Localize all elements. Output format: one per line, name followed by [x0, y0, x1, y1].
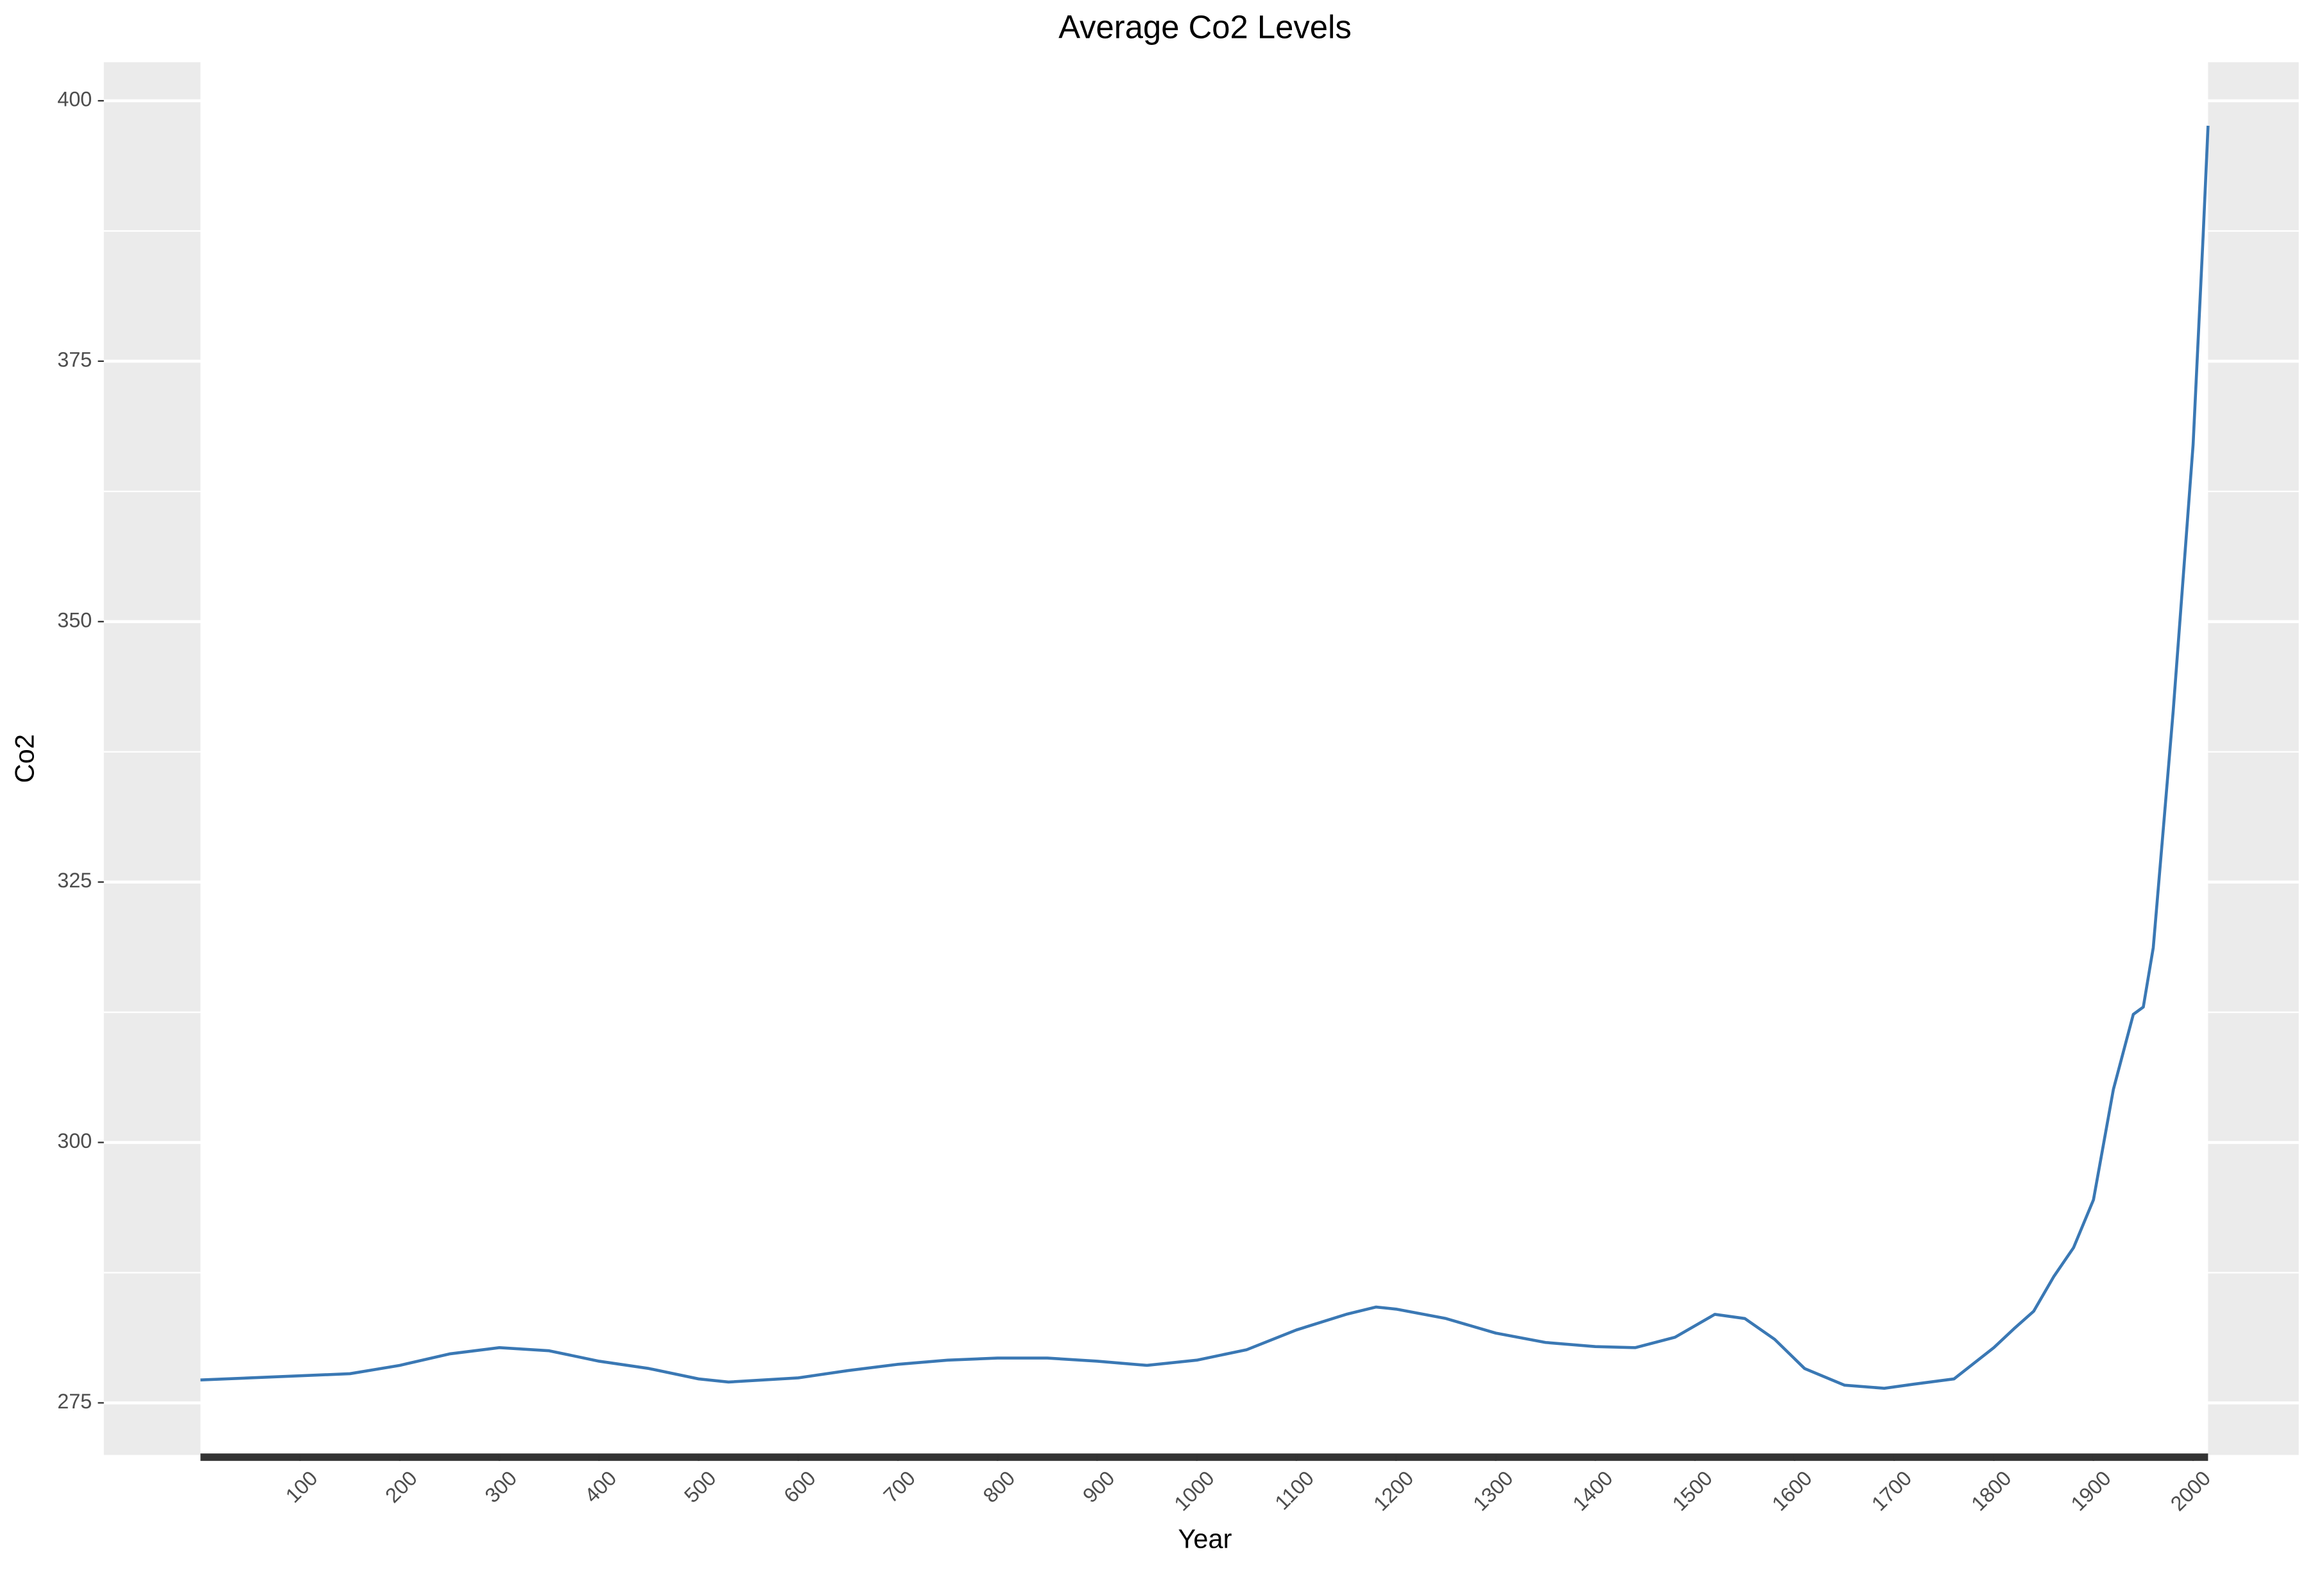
- x-tick-label: 1900: [2067, 1466, 2115, 1515]
- y-tick-label: 375: [57, 348, 92, 371]
- x-tick-label: 1500: [1668, 1466, 1717, 1515]
- y-axis-label: Co2: [10, 734, 40, 783]
- x-tick-label: 1800: [1967, 1466, 2015, 1515]
- x-tick-label: 1300: [1468, 1466, 1517, 1515]
- x-tick-label: 1100: [1270, 1466, 1318, 1514]
- data-line: [200, 125, 2210, 1390]
- x-tick-label: 200: [381, 1466, 422, 1507]
- x-tick-label: 1600: [1768, 1466, 1816, 1515]
- x-tick-label: 1000: [1169, 1466, 1218, 1515]
- data-range-background: [200, 62, 2208, 1455]
- marks: [200, 125, 2210, 1461]
- y-tick-label: 275: [57, 1390, 92, 1413]
- x-tick-label: 400: [580, 1466, 621, 1507]
- chart-title: Average Co2 Levels: [1058, 9, 1352, 46]
- x-tick-label: 800: [979, 1466, 1020, 1507]
- y-tick-label: 350: [57, 608, 92, 631]
- x-tick-label: 500: [680, 1466, 721, 1507]
- x-tick-label: 300: [481, 1466, 522, 1507]
- x-tick-label: 600: [779, 1466, 820, 1507]
- y-tick-label: 300: [57, 1129, 92, 1152]
- x-axis-label: Year: [1178, 1523, 1232, 1553]
- x-tick-label: 1700: [1867, 1466, 1916, 1515]
- y-tick-label: 325: [57, 869, 92, 892]
- baseline-bar: [200, 1453, 2208, 1461]
- y-tick-label: 400: [57, 88, 92, 111]
- x-tick-label: 1400: [1568, 1466, 1617, 1515]
- grid: [103, 62, 2299, 1455]
- x-tick-label: 900: [1078, 1466, 1119, 1507]
- x-tick-label: 1200: [1369, 1466, 1418, 1515]
- x-tick-label: 700: [879, 1466, 920, 1507]
- x-tick-label: 100: [281, 1466, 322, 1507]
- x-tick-label: 2000: [2166, 1466, 2215, 1515]
